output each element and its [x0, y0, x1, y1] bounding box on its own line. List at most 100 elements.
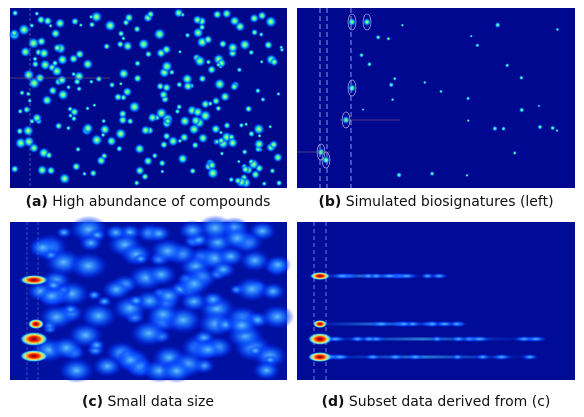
panel-b-image — [297, 8, 575, 188]
spot — [494, 22, 501, 28]
spot — [20, 46, 31, 58]
spot — [66, 84, 72, 90]
blob — [259, 304, 295, 330]
spot — [57, 54, 68, 66]
spot — [51, 65, 63, 77]
spot — [176, 103, 183, 110]
spot — [29, 143, 39, 153]
spot — [198, 23, 206, 31]
spot — [241, 165, 250, 174]
blob — [216, 246, 246, 267]
spot — [134, 143, 145, 155]
spot — [230, 82, 239, 91]
spot — [194, 55, 206, 67]
spot — [32, 56, 38, 62]
spot — [512, 150, 517, 156]
spot — [140, 125, 151, 136]
blob — [69, 251, 108, 280]
spot — [95, 75, 103, 83]
blob — [63, 304, 78, 315]
spot — [422, 80, 427, 85]
blob — [361, 336, 377, 342]
spot — [82, 58, 94, 70]
spot — [118, 109, 127, 119]
spot — [118, 81, 123, 86]
spot — [269, 140, 279, 150]
blob — [96, 295, 113, 307]
spot — [121, 36, 126, 41]
spot — [158, 159, 166, 167]
spot — [348, 18, 356, 26]
spot — [78, 23, 83, 28]
spot — [124, 13, 134, 23]
heatmap-spots — [8, 8, 560, 384]
spot — [19, 90, 25, 96]
spot — [38, 47, 50, 59]
blob — [430, 273, 448, 279]
spot — [10, 165, 19, 173]
spot — [550, 125, 556, 131]
spot — [392, 76, 397, 81]
spot — [134, 60, 141, 67]
blob — [331, 273, 353, 279]
blob — [433, 321, 456, 327]
spot — [205, 59, 212, 65]
caption-text: High abundance of compounds — [52, 194, 271, 210]
spot — [177, 49, 182, 54]
spot — [70, 115, 78, 122]
spot — [179, 115, 191, 127]
spot — [162, 132, 171, 141]
spot — [126, 117, 134, 125]
blob — [55, 226, 72, 239]
spot — [220, 91, 231, 102]
spot — [261, 181, 267, 187]
blob — [86, 289, 102, 301]
spot — [400, 23, 405, 27]
spot — [207, 65, 217, 75]
spot — [159, 140, 168, 149]
spot — [137, 38, 150, 50]
spot — [219, 151, 225, 156]
spot — [475, 43, 480, 48]
blob — [193, 339, 223, 360]
spot — [236, 67, 243, 73]
blob — [20, 350, 48, 362]
spot — [128, 100, 141, 113]
spot — [96, 155, 107, 166]
blob — [201, 291, 225, 308]
spot — [190, 115, 201, 126]
spot — [263, 40, 273, 50]
blob — [395, 273, 418, 279]
caption-b: (b) Simulated biosignatures (left) — [291, 194, 581, 210]
spot — [234, 176, 242, 185]
blob — [177, 272, 211, 296]
spot — [11, 9, 19, 17]
spot — [106, 136, 117, 147]
spot — [390, 97, 395, 102]
spot — [268, 124, 273, 129]
spot — [388, 82, 394, 88]
spot — [537, 124, 543, 130]
blob — [49, 336, 83, 360]
marker — [347, 79, 357, 97]
spot — [88, 21, 96, 28]
spot — [122, 87, 133, 97]
spot — [215, 62, 222, 68]
spot — [34, 11, 40, 17]
spot — [100, 132, 106, 138]
spot — [22, 105, 31, 114]
panel-label: (d) — [321, 394, 345, 410]
spot — [133, 179, 140, 186]
spot — [59, 173, 71, 185]
spot — [54, 18, 66, 29]
spot — [249, 13, 259, 24]
blob — [79, 234, 103, 252]
blob — [329, 354, 351, 360]
panel-label: (c) — [81, 394, 104, 410]
blob — [87, 338, 106, 352]
spot — [89, 169, 98, 177]
spot — [36, 15, 46, 25]
spot — [366, 61, 372, 67]
blob — [364, 354, 381, 360]
spot — [177, 138, 183, 144]
